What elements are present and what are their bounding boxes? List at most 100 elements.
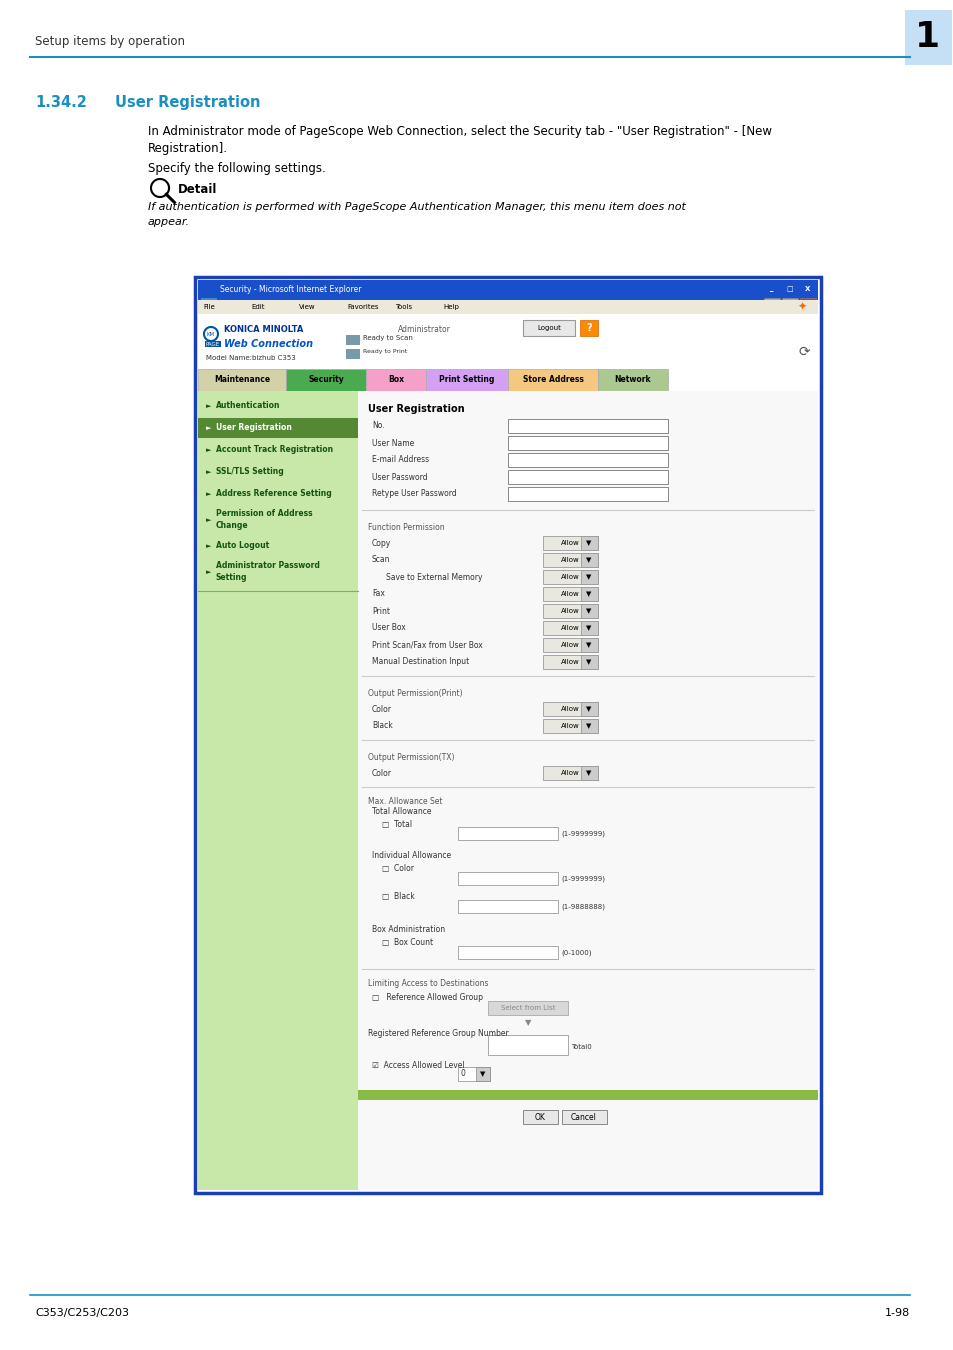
- Text: Allow: Allow: [560, 591, 579, 597]
- Text: 0: 0: [460, 1069, 465, 1079]
- Text: ✦: ✦: [797, 302, 806, 312]
- Text: Color: Color: [372, 768, 392, 778]
- Text: If authentication is performed with PageScope Authentication Manager, this menu : If authentication is performed with Page…: [148, 202, 685, 212]
- Text: Fax: Fax: [372, 590, 384, 598]
- Text: E-mail Address: E-mail Address: [372, 455, 429, 464]
- Text: ►: ►: [206, 447, 212, 454]
- Bar: [201, 298, 216, 311]
- Text: Administrator: Administrator: [397, 324, 451, 333]
- Bar: [194, 277, 821, 1193]
- Text: Maintenance: Maintenance: [213, 375, 270, 385]
- Text: Max. Allowance Set: Max. Allowance Set: [368, 796, 442, 806]
- Text: Scan: Scan: [372, 555, 390, 564]
- Bar: [507, 470, 667, 485]
- Bar: [580, 720, 598, 733]
- Text: Select from List: Select from List: [500, 1004, 555, 1011]
- Bar: [198, 279, 817, 1189]
- Text: 1-98: 1-98: [883, 1308, 909, 1318]
- Text: Detail: Detail: [178, 184, 217, 196]
- Bar: [346, 350, 359, 359]
- Text: Address Reference Setting: Address Reference Setting: [215, 490, 332, 498]
- Text: _: _: [769, 286, 773, 292]
- Bar: [781, 298, 797, 311]
- Text: ▼: ▼: [524, 1018, 531, 1027]
- Text: ▼: ▼: [586, 608, 591, 614]
- Text: Print: Print: [372, 606, 390, 616]
- Text: Permission of Address: Permission of Address: [215, 509, 313, 518]
- Bar: [522, 320, 575, 336]
- Text: (1-9999999): (1-9999999): [560, 876, 604, 883]
- Bar: [561, 1110, 606, 1125]
- Text: Limiting Access to Destinations: Limiting Access to Destinations: [368, 980, 488, 988]
- Text: KONICA MINOLTA: KONICA MINOLTA: [224, 324, 303, 333]
- Text: Allow: Allow: [560, 643, 579, 648]
- Text: Allow: Allow: [560, 706, 579, 711]
- Text: □   Reference Allowed Group: □ Reference Allowed Group: [372, 992, 482, 1002]
- Text: Edit: Edit: [251, 304, 264, 310]
- Text: ►: ►: [206, 517, 212, 522]
- Bar: [580, 570, 598, 585]
- Bar: [580, 765, 598, 780]
- Bar: [580, 639, 598, 652]
- Text: Help: Help: [442, 304, 458, 310]
- Text: ▼: ▼: [586, 625, 591, 630]
- Text: ▼: ▼: [586, 724, 591, 729]
- Text: Allow: Allow: [560, 769, 579, 776]
- Text: □  Total: □ Total: [381, 821, 412, 829]
- Bar: [580, 621, 598, 634]
- Text: Manual Destination Input: Manual Destination Input: [372, 657, 469, 667]
- Text: SSL/TLS Setting: SSL/TLS Setting: [215, 467, 283, 477]
- Text: User Password: User Password: [372, 472, 427, 482]
- Text: View: View: [298, 304, 315, 310]
- Bar: [542, 536, 598, 549]
- Bar: [580, 702, 598, 716]
- Text: ►: ►: [206, 404, 212, 409]
- Text: ►: ►: [206, 491, 212, 497]
- Text: Administrator Password: Administrator Password: [215, 562, 319, 571]
- Text: Setup items by operation: Setup items by operation: [35, 35, 185, 49]
- Bar: [580, 655, 598, 670]
- Text: Box Administration: Box Administration: [372, 926, 445, 934]
- Text: Allow: Allow: [560, 558, 579, 563]
- Bar: [507, 418, 667, 433]
- Bar: [904, 9, 951, 65]
- Text: User Box: User Box: [372, 624, 405, 633]
- Text: Authentication: Authentication: [215, 401, 280, 410]
- Text: ▼: ▼: [586, 591, 591, 597]
- Text: Allow: Allow: [560, 540, 579, 545]
- Bar: [198, 369, 286, 391]
- Text: User Registration: User Registration: [115, 95, 260, 109]
- Text: Network: Network: [614, 375, 651, 385]
- Text: In Administrator mode of PageScope Web Connection, select the Security tab - "Us: In Administrator mode of PageScope Web C…: [148, 126, 771, 138]
- Text: ►: ►: [206, 543, 212, 549]
- Text: appear.: appear.: [148, 217, 190, 227]
- Text: Copy: Copy: [372, 539, 391, 548]
- Bar: [580, 587, 598, 601]
- Bar: [457, 1066, 490, 1081]
- Text: User Name: User Name: [372, 439, 414, 447]
- Bar: [580, 554, 598, 567]
- Text: Favorites: Favorites: [347, 304, 378, 310]
- Text: Save to External Memory: Save to External Memory: [386, 572, 482, 582]
- Text: ►: ►: [206, 425, 212, 431]
- Bar: [542, 554, 598, 567]
- Text: ▼: ▼: [586, 706, 591, 711]
- Text: Allow: Allow: [560, 608, 579, 614]
- Text: (1-9888888): (1-9888888): [560, 903, 604, 910]
- Text: User Registration: User Registration: [368, 404, 464, 414]
- Bar: [346, 335, 359, 346]
- Text: Change: Change: [215, 521, 249, 531]
- Bar: [476, 1066, 490, 1081]
- Text: Allow: Allow: [560, 724, 579, 729]
- Text: File: File: [203, 304, 214, 310]
- Bar: [542, 702, 598, 716]
- Bar: [763, 298, 780, 311]
- Text: Total Allowance: Total Allowance: [372, 807, 431, 817]
- Text: Print Scan/Fax from User Box: Print Scan/Fax from User Box: [372, 640, 482, 649]
- Bar: [198, 279, 817, 300]
- Text: C353/C253/C203: C353/C253/C203: [35, 1308, 129, 1318]
- Text: Web Connection: Web Connection: [224, 339, 313, 350]
- Bar: [507, 369, 598, 391]
- Bar: [542, 655, 598, 670]
- Text: ▼: ▼: [586, 574, 591, 580]
